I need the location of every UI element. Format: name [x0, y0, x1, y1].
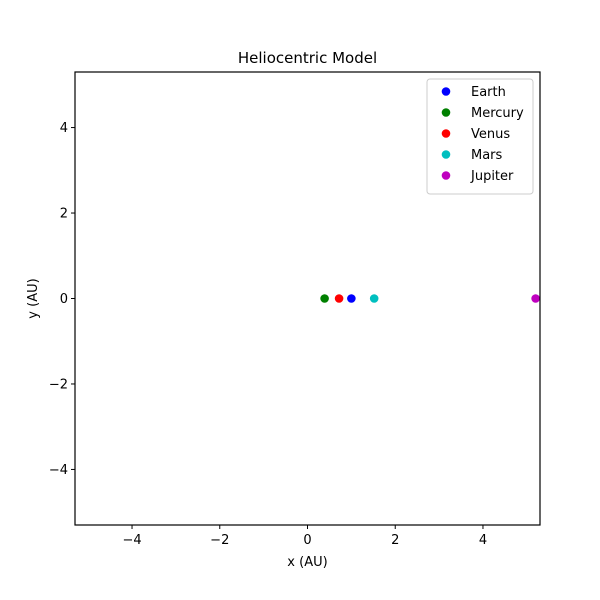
y-tick-label: −4 [49, 463, 68, 478]
y-tick-label: −2 [49, 377, 68, 392]
y-tick-label: 0 [60, 292, 68, 307]
chart-title: Heliocentric Model [238, 49, 377, 67]
x-axis-ticks: −4 −2 0 2 4 [122, 525, 487, 548]
y-axis-label: y (AU) [26, 278, 41, 318]
point-venus [334, 294, 344, 303]
y-tick-label: 4 [60, 121, 68, 136]
legend-label-mars: Mars [471, 148, 503, 163]
legend-marker-mars [441, 150, 451, 159]
point-mercury [320, 294, 329, 303]
legend-marker-venus [441, 129, 451, 138]
legend-marker-jupiter [441, 171, 451, 180]
x-tick-label: 0 [303, 533, 311, 548]
point-jupiter [531, 294, 540, 303]
legend-box [426, 78, 534, 195]
data-points [320, 294, 540, 303]
y-axis-ticks: −4 −2 0 2 4 [49, 121, 75, 478]
point-mars [369, 294, 379, 303]
x-axis-label: x (AU) [287, 555, 327, 570]
x-tick-label: −4 [122, 533, 141, 548]
legend-label-earth: Earth [471, 85, 506, 100]
point-earth [347, 294, 356, 303]
legend-label-mercury: Mercury [471, 106, 524, 121]
y-tick-label: 2 [60, 207, 68, 222]
legend-label-venus: Venus [471, 127, 510, 142]
plot-frame [74, 71, 541, 526]
legend-label-jupiter: Jupiter [470, 169, 514, 184]
legend-marker-mercury [441, 108, 451, 117]
x-tick-label: −2 [210, 533, 229, 548]
legend-marker-earth [441, 87, 451, 96]
x-tick-label: 2 [391, 533, 399, 548]
legend: Earth Mercury Venus Mars Jupiter [426, 78, 534, 195]
x-tick-label: 4 [479, 533, 487, 548]
